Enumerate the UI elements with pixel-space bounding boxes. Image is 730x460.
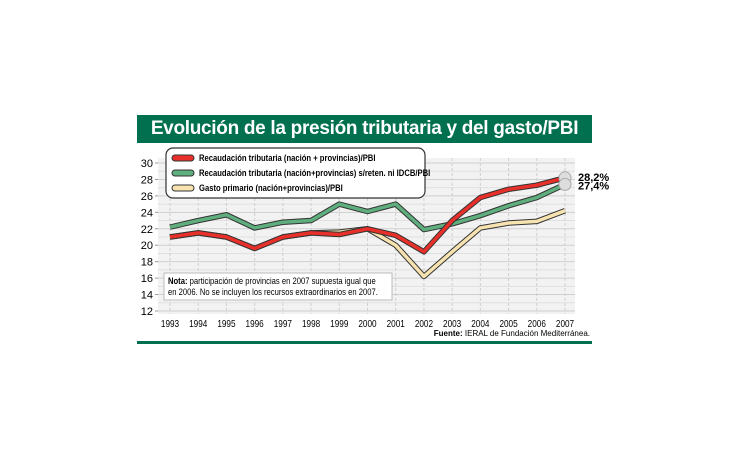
end-marker <box>558 177 572 191</box>
y-tick-label: 16 <box>141 273 153 285</box>
note-box <box>163 272 393 301</box>
x-tick-label: 2001 <box>387 318 405 329</box>
legend-box <box>165 147 426 199</box>
y-tick-label: 20 <box>141 240 153 252</box>
y-tick-label: 30 <box>141 158 153 170</box>
y-tick-label: 26 <box>141 191 153 203</box>
source-label: Fuente: <box>433 329 463 338</box>
x-tick-label: 2004 <box>471 318 489 329</box>
x-tick-label: 2005 <box>499 318 517 329</box>
x-tick-label: 1993 <box>161 318 179 329</box>
legend-label: Gasto primario (nación+provincias)/PBI <box>199 182 343 193</box>
source-text: IERAL de Fundación Mediterránea. <box>462 329 590 338</box>
x-tick-label: 2007 <box>556 318 574 329</box>
y-tick-label: 12 <box>141 306 153 318</box>
x-tick-label: 1995 <box>217 318 235 329</box>
x-tick-label: 2000 <box>358 318 376 329</box>
y-tick-label: 28 <box>141 174 153 186</box>
x-tick-label: 1996 <box>246 318 264 329</box>
x-tick-label: 2002 <box>415 318 433 329</box>
legend-swatch <box>171 184 195 192</box>
bottom-rule <box>137 341 592 344</box>
end-label: 28,2% <box>578 172 609 184</box>
note-line2: en 2006. No se incluyen los recursos ext… <box>168 286 378 297</box>
x-tick-label: 1998 <box>302 318 320 329</box>
end-label: 27,4% <box>578 180 609 192</box>
note-text: Nota: participación de provincias en 200… <box>168 275 376 286</box>
x-tick-label: 1997 <box>274 318 292 329</box>
legend-label: Recaudación tributaria (nación+provincia… <box>199 167 430 178</box>
legend-swatch <box>171 154 195 162</box>
y-tick-label: 22 <box>141 224 153 236</box>
note-line1: participación de provincias en 2007 supu… <box>188 275 377 286</box>
x-tick-label: 1999 <box>330 318 348 329</box>
source-note: Fuente: IERAL de Fundación Mediterránea. <box>434 329 590 338</box>
x-tick-label: 1994 <box>189 318 207 329</box>
note-label: Nota: <box>168 275 188 286</box>
chart-title: Evolución de la presión tributaria y del… <box>137 115 592 143</box>
y-tick-label: 18 <box>141 257 153 269</box>
y-tick-label: 14 <box>141 290 153 302</box>
x-tick-label: 2006 <box>528 318 546 329</box>
legend-swatch <box>171 169 195 177</box>
legend-label: Recaudación tributaria (nación + provinc… <box>199 152 375 163</box>
x-tick-label: 2003 <box>443 318 461 329</box>
y-tick-label: 24 <box>141 207 153 219</box>
